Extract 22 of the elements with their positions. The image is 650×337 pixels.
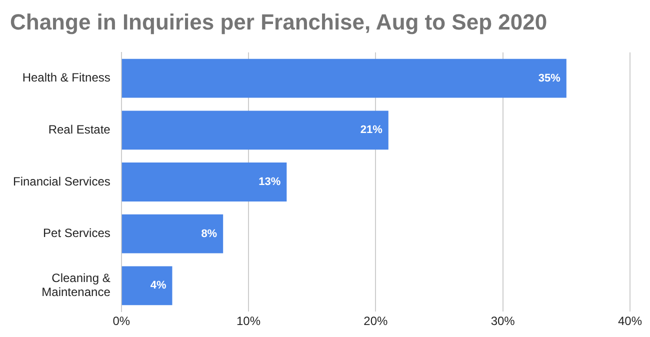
bar: [122, 214, 224, 254]
bar: [122, 266, 172, 306]
bar: [122, 58, 566, 98]
data-label: 13%: [258, 176, 281, 188]
x-tick-label: 30%: [490, 314, 516, 328]
x-tick-label: 0%: [112, 314, 130, 328]
x-tick-label: 40%: [618, 314, 642, 328]
y-tick-label: Financial Services: [12, 174, 110, 188]
data-label: 35%: [538, 72, 561, 84]
category-label: Cleaning &: [52, 270, 110, 285]
y-tick-label: Real Estate: [48, 122, 111, 136]
bar: [122, 162, 287, 202]
bar: [122, 110, 388, 150]
y-tick-label: Pet Services: [43, 226, 110, 240]
chart-title: Change in Inquiries per Franchise, Aug to Sep 2020: [10, 9, 548, 34]
data-label: 21%: [360, 124, 383, 136]
x-tick-label: 10%: [236, 314, 261, 328]
y-tick-label: Health & Fitness: [22, 70, 110, 85]
data-label: 4%: [150, 280, 166, 292]
data-label: 8%: [201, 228, 218, 240]
category-label: Maintenance: [42, 285, 110, 300]
x-tick-label: 20%: [364, 314, 388, 328]
